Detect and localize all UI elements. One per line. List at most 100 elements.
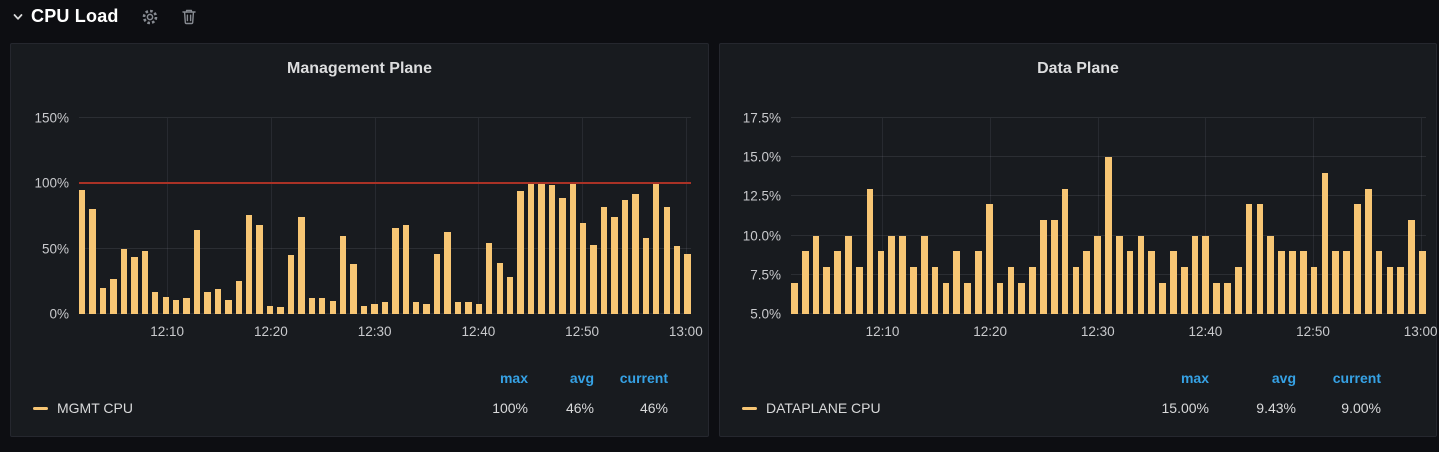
bar (1105, 157, 1112, 314)
legend-series[interactable]: DATAPLANE CPU (742, 400, 881, 416)
x-axis-tick-label: 12:50 (565, 324, 599, 339)
series-name: DATAPLANE CPU (766, 400, 881, 416)
bar (350, 264, 357, 314)
y-axis-tick-label: 5.0% (750, 306, 781, 322)
y-axis-tick-label: 10.0% (742, 228, 781, 244)
bar (152, 291, 159, 314)
bar (172, 299, 180, 314)
chevron-down-icon[interactable] (12, 11, 24, 23)
legend-col-max[interactable]: max (1180, 370, 1209, 386)
bar (899, 235, 906, 314)
bar (1267, 235, 1275, 314)
legend-col-avg[interactable]: avg (1271, 370, 1296, 386)
panel-title[interactable]: Data Plane (1037, 60, 1119, 77)
x-axis-tick-label: 12:40 (461, 324, 496, 339)
bar (225, 299, 232, 314)
legend-avg-value: 46% (565, 400, 594, 416)
bar (1061, 188, 1069, 314)
bar (1256, 204, 1264, 314)
trash-icon[interactable] (181, 8, 197, 25)
bar (1332, 251, 1340, 314)
grid-line-horizontal (79, 247, 691, 249)
bar (1007, 266, 1015, 314)
bar (1159, 282, 1166, 314)
bar (996, 282, 1004, 314)
bar (287, 255, 295, 314)
bar (444, 231, 451, 314)
bar (1375, 251, 1383, 314)
legend: max avg current MGMT CPU 100% 46% 46% (11, 370, 708, 416)
bar (277, 307, 284, 314)
bar (812, 235, 820, 314)
bar (834, 251, 841, 314)
chart-plot-area: 0% 50% 100% 150% 12:10 12:20 12:30 12:40 12:50 13… (34, 111, 702, 340)
bar (256, 225, 263, 314)
y-axis-tick-label: 12.5% (742, 188, 781, 204)
legend-col-current[interactable]: current (619, 370, 668, 386)
bar (1213, 282, 1220, 314)
chart-plot-area: 5.0% 7.5% 10.0% 12.5% 15.0% 17.5% 12:10 12:20 12… (743, 111, 1438, 340)
bar (371, 303, 378, 314)
bar (120, 248, 128, 314)
bar (298, 217, 305, 314)
panel-data-plane: Data Plane 5.0% 7.5% 10.0% 12.5% 15.0% 17.5% 1… (719, 43, 1438, 437)
bar (942, 282, 950, 314)
grid-line-vertical (582, 118, 584, 314)
legend-series[interactable]: MGMT CPU (33, 400, 133, 416)
bar (1245, 204, 1253, 314)
bar (527, 183, 535, 314)
bar (548, 184, 556, 314)
bar (1094, 235, 1101, 314)
panel-title[interactable]: Management Plane (287, 60, 432, 77)
bar (486, 243, 493, 314)
bar (1224, 282, 1231, 314)
bar (214, 289, 222, 314)
bar (1397, 266, 1405, 314)
series-color-dash (33, 406, 48, 410)
gear-icon[interactable] (141, 8, 159, 26)
panel-management-plane: Management Plane 0% 50% 100% 150% 12:10 12:20… (10, 43, 709, 437)
grid-line-vertical (478, 118, 480, 314)
bar (496, 263, 503, 314)
bar (204, 291, 211, 314)
grid-line-vertical (1312, 118, 1314, 314)
legend-col-current[interactable]: current (1332, 370, 1381, 386)
y-axis-tick-label: 7.5% (750, 267, 781, 283)
bar (684, 253, 691, 314)
bar (1343, 251, 1350, 314)
bar (193, 230, 201, 314)
bar (1354, 204, 1361, 314)
row-title[interactable]: CPU Load (31, 6, 119, 26)
bar (877, 251, 885, 314)
x-axis-tick-label: 12:10 (865, 324, 900, 339)
legend-col-avg[interactable]: avg (569, 370, 594, 386)
x-axis-tick-label: 12:30 (357, 324, 392, 339)
bar (110, 278, 117, 314)
bar (600, 206, 608, 314)
legend-col-max[interactable]: max (499, 370, 528, 386)
bar-series (79, 118, 691, 314)
bar (1180, 266, 1188, 314)
bar (235, 281, 242, 314)
bar (1050, 219, 1058, 314)
grid-line-horizontal (791, 117, 1426, 118)
bar (131, 256, 138, 314)
x-axis-tick-label: 12:10 (150, 324, 185, 339)
bar (465, 302, 472, 314)
bar (1408, 219, 1415, 314)
bar (855, 266, 863, 314)
grid-line-vertical (374, 118, 376, 314)
bar (162, 297, 169, 314)
bar (611, 217, 618, 314)
bar (663, 206, 670, 314)
x-axis-tick-label: 12:20 (253, 324, 288, 339)
bar (517, 191, 524, 314)
bar (1234, 266, 1242, 314)
bar (1072, 266, 1080, 314)
bar (246, 214, 253, 314)
x-axis-tick-label: 12:20 (973, 324, 1008, 339)
grid-line-vertical (1420, 118, 1422, 314)
bar (632, 193, 639, 314)
legend-max-value: 15.00% (1161, 400, 1209, 416)
grid-line-vertical (1097, 118, 1099, 314)
